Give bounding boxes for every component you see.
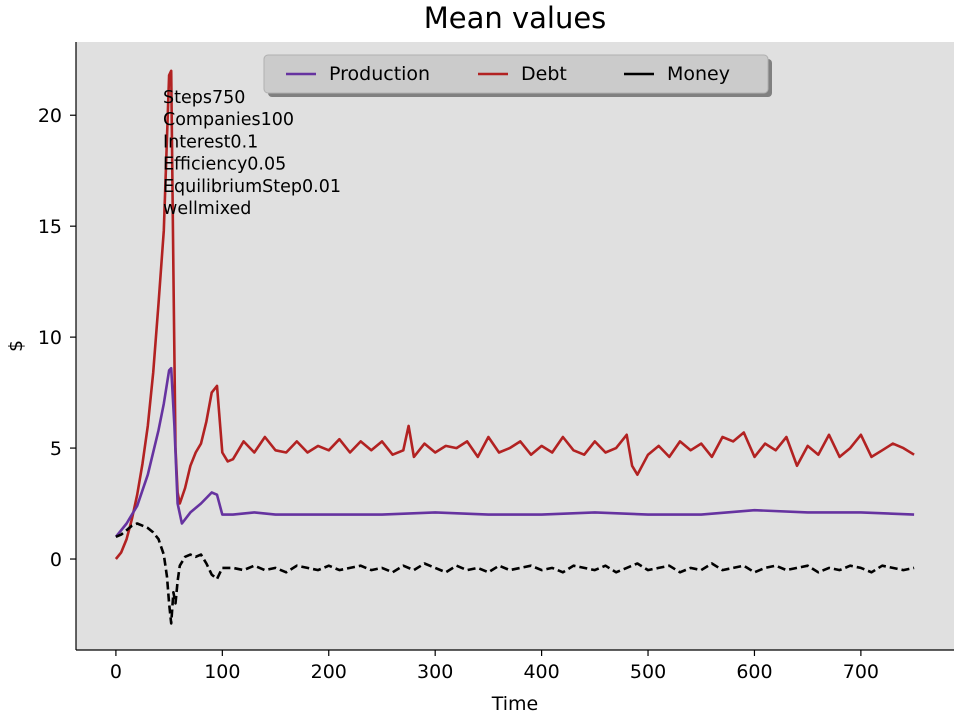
series-line-money [115, 522, 915, 625]
y-tick-label: 20 [38, 105, 62, 127]
series-line-production [114, 366, 915, 538]
series-layer [114, 69, 915, 625]
y-tick-label: 10 [38, 327, 62, 349]
x-tick-label: 500 [630, 661, 666, 683]
x-tick-label: 600 [736, 661, 772, 683]
legend-frame [263, 54, 769, 94]
x-tick-label: 300 [417, 661, 453, 683]
legend-label-production: Production [329, 63, 430, 85]
annotation-line: Steps750 [163, 88, 245, 108]
annotation-line: Efficiency0.05 [163, 155, 286, 175]
x-tick-label: 400 [523, 661, 559, 683]
y-axis-label: $ [5, 340, 27, 352]
y-tick-label: 5 [50, 438, 62, 460]
annotation-line: EquilibriumStep0.01 [163, 177, 341, 197]
plot-area [76, 42, 954, 650]
annotation-line: Companies100 [163, 110, 294, 130]
x-tick-label: 0 [110, 661, 122, 683]
annotation-line: Interest0.1 [163, 132, 258, 152]
y-tick-label: 0 [50, 549, 62, 571]
legend-label-money: Money [667, 63, 730, 85]
legend-label-debt: Debt [521, 63, 567, 85]
legend: Production Debt Money [263, 54, 772, 97]
x-axis-label: Time [491, 693, 539, 715]
chart-title: Mean values [424, 1, 607, 35]
x-tick-label: 200 [311, 661, 347, 683]
x-tick-label: 700 [843, 661, 879, 683]
annotation-line: wellmixed [163, 199, 251, 219]
y-tick-label: 15 [38, 216, 62, 238]
ticks-layer: 0 100 200 300 400 500 600 700 0 5 10 15 20 [38, 105, 879, 683]
x-tick-label: 100 [204, 661, 240, 683]
